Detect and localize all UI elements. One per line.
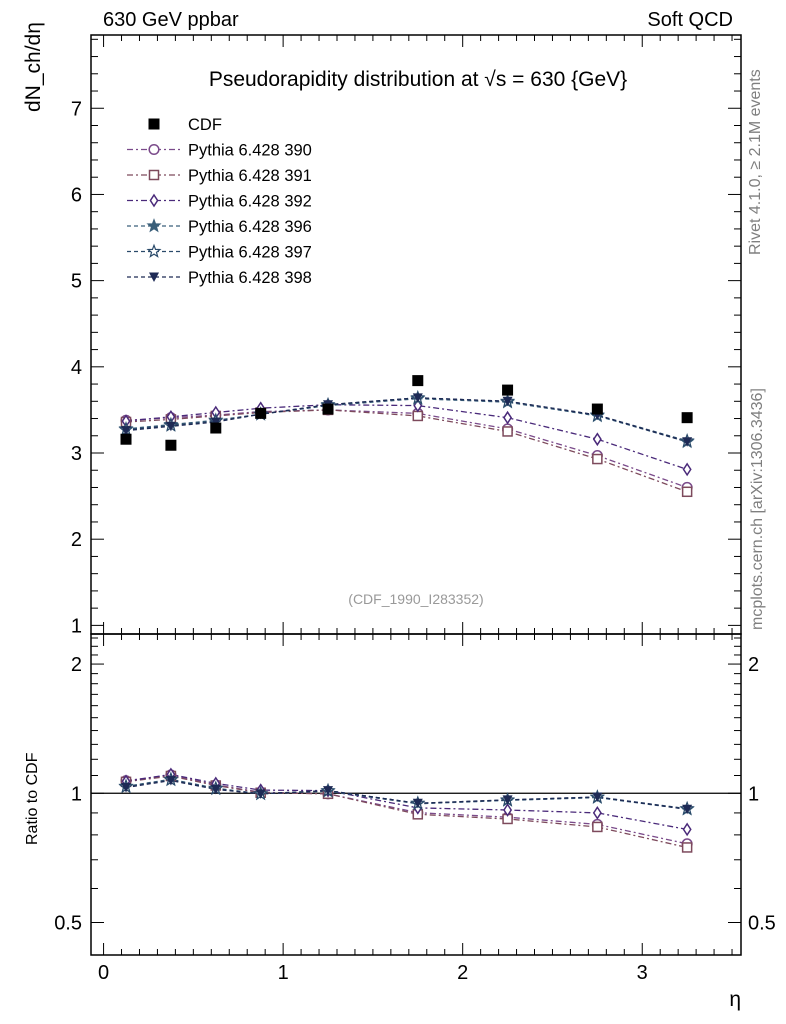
- y-tick-label: 2: [71, 529, 82, 551]
- y-tick-label: 6: [71, 184, 82, 206]
- series-point-1: [502, 426, 513, 437]
- data-point-cdf: [412, 375, 424, 387]
- ratio-point-1: [592, 821, 603, 833]
- y-tick-label: 1: [71, 615, 82, 637]
- ratio-y-tick-label-right: 1: [748, 783, 759, 805]
- ratio-point-5: [412, 798, 423, 809]
- axes-frames: [90, 34, 742, 956]
- legend-marker-cdf: [148, 118, 160, 130]
- ratio-y-tick-label: 2: [71, 654, 82, 676]
- ratio-point-2: [682, 822, 692, 837]
- ratio-line-0: [125, 774, 688, 845]
- x-tick-label: 0: [98, 962, 109, 984]
- legend-label-2: Pythia 6.428 392: [188, 193, 312, 211]
- series-point-1: [592, 453, 603, 465]
- ratio-point-5: [502, 795, 513, 805]
- data-markers: [118, 375, 695, 853]
- header-left-label: 630 GeV ppbar: [103, 9, 239, 31]
- series-line-0: [125, 409, 688, 489]
- series-point-5: [210, 417, 221, 427]
- legend-label-3: Pythia 6.428 396: [188, 218, 312, 236]
- series-point-2: [503, 410, 513, 425]
- legend-label-4: Pythia 6.428 397: [188, 244, 312, 262]
- axis-labels: 0 1 2 3 1 2 3 4 5 6 7 0.5 0.5 1 1 2 2 dN_ch/dη Ratio to CD…: [22, 22, 776, 1011]
- ratio-point-5: [165, 775, 176, 786]
- ratio-point-5: [682, 804, 693, 815]
- ratio-y-tick-label: 1: [71, 783, 82, 805]
- series-point-5: [121, 426, 132, 436]
- data-point-cdf: [322, 403, 334, 415]
- series-line-1: [125, 409, 688, 493]
- ratio-line-1: [125, 775, 688, 849]
- legend-marker-4: [146, 243, 162, 258]
- y-tick-label: 4: [71, 357, 82, 379]
- series-point-5: [502, 396, 513, 407]
- ratio-line-2: [125, 773, 688, 831]
- chart-title: Pseudorapidity distribution at √s = 630 …: [209, 68, 627, 91]
- data-point-cdf: [120, 433, 132, 445]
- ratio-point-5: [592, 792, 603, 803]
- ratio-point-5: [255, 789, 266, 799]
- y-axis-label: dN_ch/dη: [22, 22, 45, 112]
- series-point-5: [412, 393, 423, 403]
- axis-ticks: [91, 35, 741, 955]
- legend-marker-1: [148, 169, 160, 181]
- ratio-point-5: [323, 786, 334, 796]
- data-point-cdf: [502, 384, 514, 396]
- x-tick-label: 3: [637, 962, 648, 984]
- series-point-2: [592, 432, 602, 447]
- series-point-1: [412, 410, 424, 422]
- series-lines: [125, 397, 688, 849]
- legend-label-5: Pythia 6.428 398: [188, 269, 312, 287]
- ratio-point-2: [592, 805, 602, 820]
- x-tick-label: 2: [457, 962, 468, 984]
- series-point-5: [165, 421, 176, 432]
- legend-marker-2: [149, 193, 159, 208]
- data-point-cdf: [681, 412, 693, 424]
- data-point-cdf: [591, 403, 603, 415]
- legend-label-0: Pythia 6.428 390: [188, 142, 312, 160]
- data-point-cdf: [255, 407, 267, 419]
- ratio-plot-frame: [90, 633, 742, 956]
- legend-label-1: Pythia 6.428 391: [188, 167, 312, 185]
- series-point-1: [681, 486, 693, 498]
- data-point-cdf: [210, 422, 222, 434]
- legend-marker-0: [148, 143, 160, 156]
- y-tick-label: 5: [71, 271, 82, 293]
- analysis-id: (CDF_1990_I283352): [348, 591, 483, 607]
- x-axis-label: η: [729, 988, 741, 1011]
- data-point-cdf: [165, 439, 177, 451]
- ratio-y-tick-label-right: 0.5: [748, 912, 776, 934]
- x-tick-label: 1: [278, 962, 289, 984]
- ratio-point-1: [681, 842, 693, 853]
- legend: CDF Pythia 6.428 390 Pythia 6.428 391 Pythi…: [127, 116, 312, 287]
- ratio-point-5: [121, 782, 132, 793]
- ratio-point-2: [503, 803, 513, 817]
- series-point-5: [682, 437, 693, 447]
- legend-label-cdf: CDF: [188, 116, 222, 134]
- ratio-point-5: [210, 784, 221, 795]
- series-line-2: [125, 404, 688, 471]
- ratio-y-tick-label: 0.5: [54, 912, 82, 934]
- header-right-label: Soft QCD: [647, 9, 733, 31]
- ratio-y-tick-label-right: 2: [748, 654, 759, 676]
- legend-marker-3: [146, 218, 162, 233]
- legend-marker-5: [149, 272, 159, 282]
- y-tick-label: 3: [71, 443, 82, 465]
- y-tick-label: 7: [71, 98, 82, 120]
- ratio-axis-label: Ratio to CDF: [24, 752, 41, 845]
- series-point-2: [682, 462, 692, 477]
